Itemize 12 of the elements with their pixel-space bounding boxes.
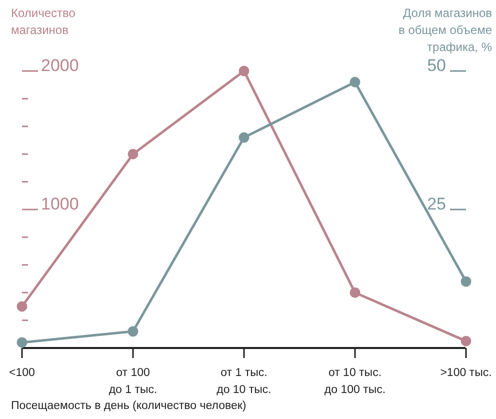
x-tick-label: от 1 тыс. до 10 тыс.: [216, 367, 272, 396]
y-tick-label: 2000: [41, 56, 79, 75]
y2-axis-title: Доля магазинов в общем объеме трафика, %: [398, 5, 492, 56]
x-axis-title: Посещаемость в день (количество человек): [11, 400, 246, 412]
x-tick-label: от 10 тыс. до 100 тыс.: [324, 367, 386, 396]
y-tick-label: 1000: [41, 194, 79, 214]
y2-tick-label: 50: [427, 56, 446, 75]
x-tick-label: <100: [9, 367, 35, 379]
x-tick-label: >100 тыс.: [440, 367, 492, 379]
y-axis-title: Количество магазинов: [11, 5, 76, 39]
y2-tick-label: 25: [427, 194, 446, 214]
x-tick-label: от 100 до 1 тыс.: [108, 367, 158, 396]
